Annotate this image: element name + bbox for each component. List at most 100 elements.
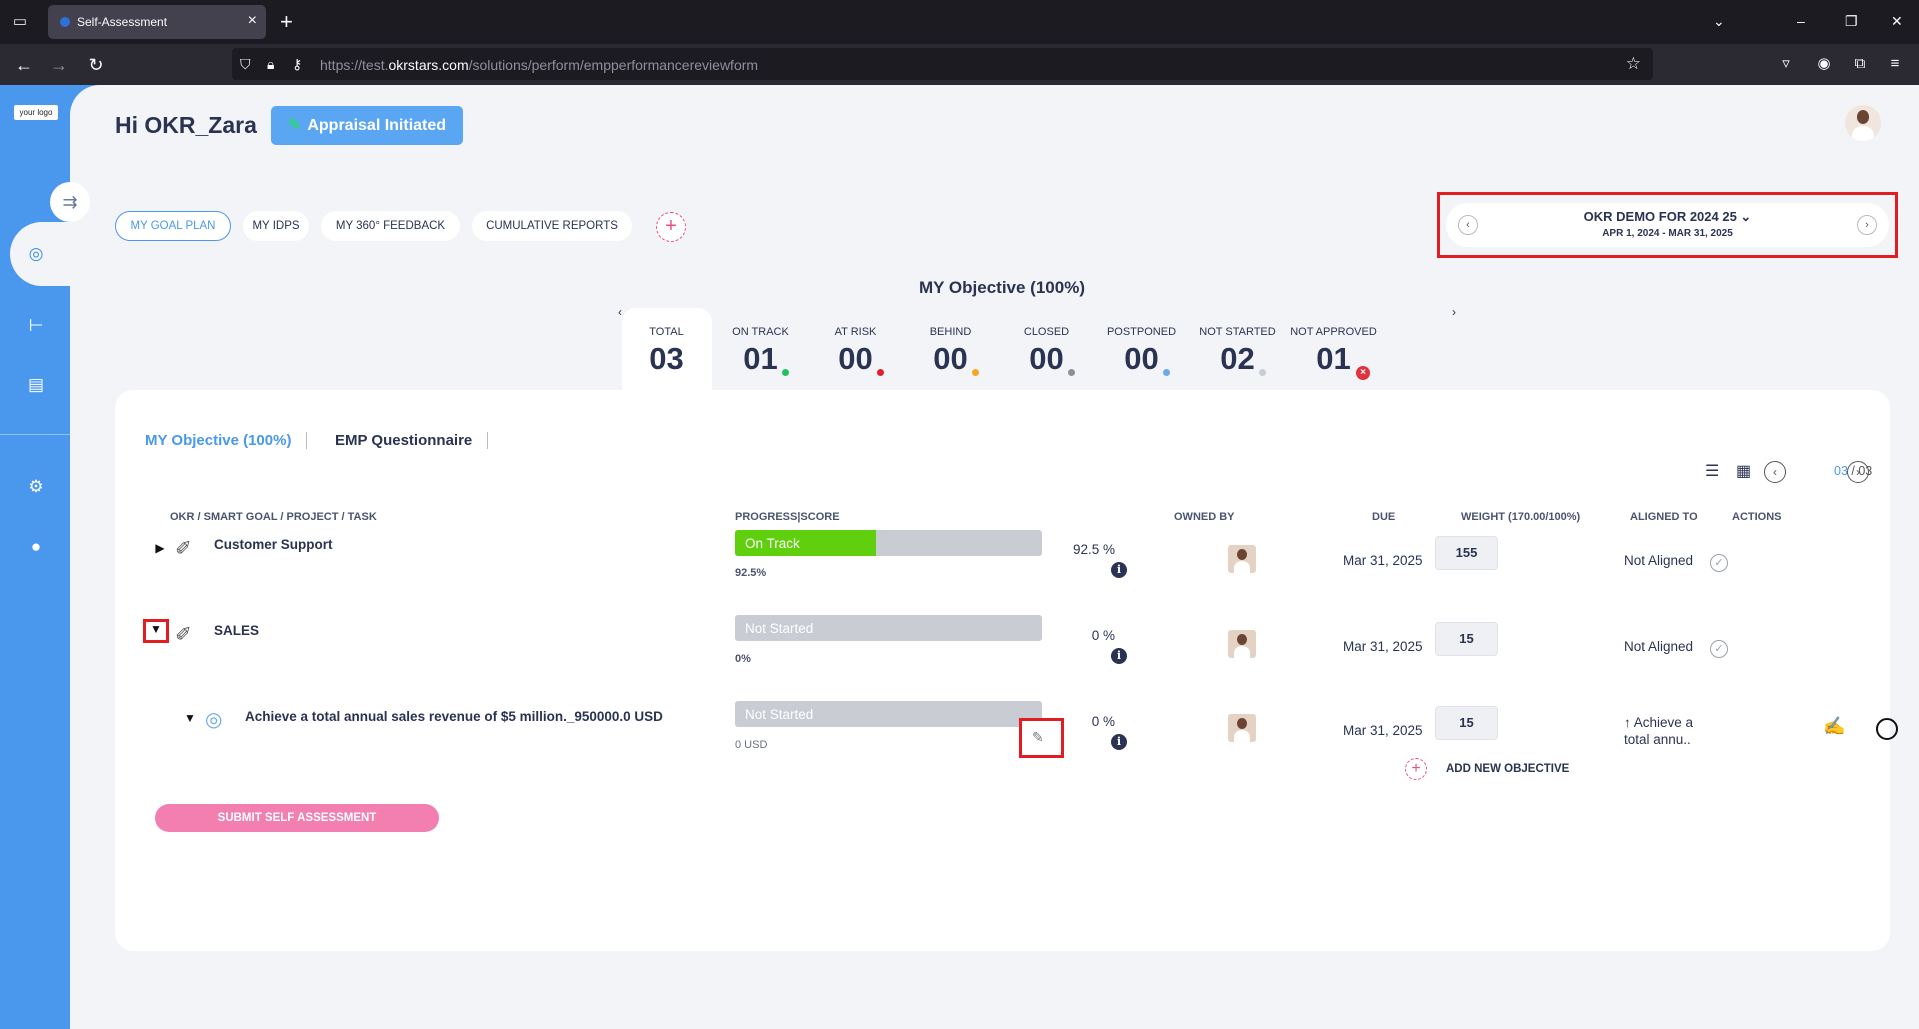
extensions-icon[interactable]: ⧉	[1854, 55, 1866, 72]
back-icon[interactable]: ←	[15, 55, 33, 75]
browser-tab[interactable]: Self-Assessment ×	[48, 5, 266, 39]
review-icon[interactable]: ▤	[27, 375, 45, 394]
account-icon[interactable]: ◉	[1817, 55, 1831, 72]
tab-my-idps[interactable]: MY IDPS	[243, 211, 309, 241]
progress-sub: 0%	[735, 653, 751, 665]
weight-value[interactable]: 15	[1435, 706, 1498, 740]
collapse-toggle-icon[interactable]: ▼	[184, 711, 196, 725]
tab-list-icon[interactable]: ▭	[12, 13, 28, 30]
expand-toggle-icon[interactable]: ▶	[155, 541, 165, 555]
tab-my-360-feedback[interactable]: MY 360° FEEDBACK	[321, 211, 460, 241]
tab-overflow-icon[interactable]: ⌄	[1713, 13, 1725, 29]
cycle-highlight	[1437, 192, 1898, 258]
grid-view-icon[interactable]: ▦	[1736, 463, 1752, 480]
aligned-to-line1[interactable]: ↑ Achieve a	[1624, 715, 1694, 730]
collapse-sidebar-button[interactable]: ⇉	[50, 182, 90, 222]
key-icon[interactable]: ⚷	[292, 56, 303, 72]
cycle-selector[interactable]: ‹ OKR DEMO FOR 2024 25 ⌄ APR 1, 2024 - M…	[1446, 203, 1889, 247]
pocket-icon[interactable]: ▿	[1782, 55, 1790, 72]
list-view-icon[interactable]: ☰	[1705, 463, 1720, 480]
goal-icon[interactable]: ◎	[28, 244, 44, 263]
reload-icon[interactable]: ↻	[88, 55, 104, 75]
restore-icon[interactable]: ❐	[1845, 13, 1858, 29]
aligned-to-line2[interactable]: total annu..	[1624, 732, 1691, 747]
stat-active-bg	[622, 308, 712, 393]
add-objective-icon[interactable]: +	[1405, 758, 1427, 780]
progress-bar: On Track	[735, 530, 1042, 556]
pencil-icon: ✎	[287, 117, 302, 134]
appraisal-initiated-button[interactable]: ✎ Appraisal Initiated	[271, 106, 463, 145]
approve-check-icon[interactable]: ✓	[1710, 640, 1728, 658]
status-circle-icon[interactable]	[1876, 718, 1898, 740]
lock-icon[interactable]: 🔒︎	[267, 56, 275, 72]
col-okr: OKR / SMART GOAL / PROJECT / TASK	[170, 511, 377, 523]
prev-page-icon[interactable]: ‹	[1764, 461, 1786, 483]
logo: your logo	[14, 105, 58, 120]
target-icon: ◎	[205, 709, 223, 731]
stats-next-icon[interactable]: ›	[1452, 305, 1456, 319]
weight-value[interactable]: 15	[1435, 622, 1498, 656]
section-title: MY Objective (100%)	[919, 278, 1085, 297]
minimize-icon[interactable]: –	[1797, 13, 1805, 29]
forward-icon[interactable]: →	[50, 55, 68, 75]
next-page-icon[interactable]: ›	[1847, 461, 1869, 483]
cycle-title[interactable]: OKR DEMO FOR 2024 25 ⌄	[1583, 209, 1752, 224]
due-date: Mar 31, 2025	[1343, 639, 1423, 654]
cycle-dates: APR 1, 2024 - MAR 31, 2025	[1602, 228, 1733, 239]
main-content: Hi OKR_Zara ✎ Appraisal Initiated MY GOAL…	[70, 85, 1919, 1029]
info-icon[interactable]: i	[1111, 562, 1127, 578]
owner-avatar[interactable]	[1228, 630, 1256, 658]
greeting: Hi OKR_Zara	[115, 112, 257, 138]
sign-off-icon[interactable]: ✍	[1823, 716, 1846, 736]
collapse-toggle-icon[interactable]: ▼	[143, 619, 169, 643]
info-icon[interactable]: i	[1111, 734, 1127, 750]
postponed-dot	[1163, 369, 1170, 376]
user-icon[interactable]: ●	[30, 537, 42, 556]
prev-cycle-icon[interactable]: ‹	[1458, 215, 1478, 235]
next-cycle-icon[interactable]: ›	[1857, 215, 1877, 235]
info-icon[interactable]: i	[1111, 648, 1127, 664]
tab-cumulative-reports[interactable]: CUMULATIVE REPORTS	[472, 211, 632, 241]
shield-icon[interactable]: ⛉	[240, 56, 251, 72]
url-text[interactable]: https://test.okrstars.com/solutions/perf…	[320, 57, 759, 73]
hierarchy-icon[interactable]: ⊢	[28, 316, 44, 335]
col-due: DUE	[1372, 511, 1396, 523]
row-title[interactable]: SALES	[214, 623, 260, 638]
subtab-emp-questionnaire[interactable]: EMP Questionnaire	[335, 432, 473, 449]
score: 0 %	[1091, 714, 1115, 729]
self-review-note-button[interactable]: ✎	[1019, 718, 1064, 758]
subtab-my-objective[interactable]: MY Objective (100%)	[145, 432, 292, 449]
profile-avatar[interactable]	[1845, 105, 1881, 141]
close-window-icon[interactable]: ✕	[1891, 13, 1903, 29]
add-tab-icon[interactable]: +	[656, 212, 686, 242]
aligned-to: Not Aligned	[1624, 553, 1694, 568]
objective-icon: ✐	[175, 538, 192, 560]
row-title[interactable]: Achieve a total annual sales revenue of …	[245, 709, 663, 724]
due-date: Mar 31, 2025	[1343, 553, 1423, 568]
progress-sub: 0 USD	[735, 739, 768, 751]
browser-tab-bar: ▭ Self-Assessment × + ⌄ – ❐ ✕	[0, 0, 1919, 44]
weight-value[interactable]: 155	[1435, 536, 1498, 570]
new-tab-icon[interactable]: +	[280, 9, 293, 34]
progress-bar: Not Started	[735, 615, 1042, 641]
progress-status: Not Started	[745, 621, 814, 636]
due-date: Mar 31, 2025	[1343, 723, 1423, 738]
bookmark-star-icon[interactable]: ☆	[1625, 54, 1641, 73]
owner-avatar[interactable]	[1228, 545, 1256, 573]
aligned-to: Not Aligned	[1624, 639, 1694, 654]
col-weight: WEIGHT (170.00/100%)	[1461, 511, 1581, 523]
stats-prev-icon[interactable]: ‹	[618, 305, 622, 319]
favicon-icon	[60, 17, 70, 27]
submit-self-assessment-button[interactable]: SUBMIT SELF ASSESSMENT	[155, 804, 439, 832]
status-stats: ‹ › TOTAL 03 ON TRACK 01 AT RISK 00 BEHIND 0…	[618, 303, 1456, 393]
progress-status: On Track	[745, 536, 800, 551]
close-tab-icon[interactable]: ×	[247, 12, 257, 29]
settings-icon[interactable]: ⚙	[28, 477, 44, 496]
url-bar[interactable]: ⛉ 🔒︎ ⚷ https://test.okrstars.com/solutio…	[232, 48, 1653, 80]
approve-check-icon[interactable]: ✓	[1710, 554, 1728, 572]
row-title[interactable]: Customer Support	[214, 537, 333, 552]
tab-my-goal-plan[interactable]: MY GOAL PLAN	[115, 211, 231, 241]
menu-icon[interactable]: ≡	[1890, 55, 1900, 72]
add-objective-button[interactable]: ADD NEW OBJECTIVE	[1446, 763, 1570, 775]
owner-avatar[interactable]	[1228, 714, 1256, 742]
